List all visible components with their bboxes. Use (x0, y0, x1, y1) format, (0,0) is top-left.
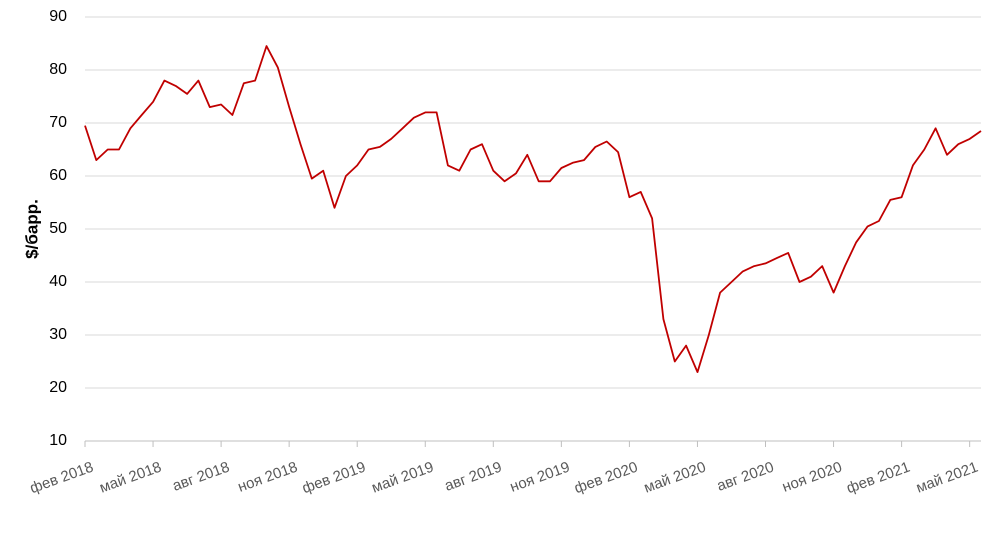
x-tick-label: фев 2018 (28, 459, 96, 498)
x-tick-label: май 2018 (97, 459, 163, 497)
x-tick-label: авг 2020 (715, 459, 777, 495)
y-tick-label: 90 (49, 8, 67, 25)
y-tick-label: 50 (49, 220, 67, 237)
y-tick-label: 20 (49, 379, 67, 396)
x-tick-label: май 2021 (914, 459, 980, 497)
x-tick-label: май 2019 (369, 459, 435, 497)
y-tick-label: 80 (49, 61, 67, 78)
x-tick-label: ноя 2019 (508, 459, 572, 496)
x-tick-label: авг 2019 (442, 459, 504, 495)
y-tick-label: 10 (49, 432, 67, 449)
x-tick-label: фев 2021 (844, 459, 912, 498)
x-tick-label: фев 2020 (572, 459, 640, 498)
y-tick-label: 70 (49, 114, 67, 131)
x-tick-label: ноя 2020 (780, 459, 844, 496)
y-tick-label: 40 (49, 273, 67, 290)
x-tick-label: авг 2018 (170, 459, 232, 495)
x-tick-label: ноя 2018 (236, 459, 300, 496)
y-axis-label: $/барр. (22, 199, 41, 259)
x-tick-label: фев 2019 (300, 459, 368, 498)
y-tick-label: 60 (49, 167, 67, 184)
price-line (84, 45, 982, 373)
y-tick-label: 30 (49, 326, 67, 343)
x-tick-label: май 2020 (642, 459, 708, 497)
